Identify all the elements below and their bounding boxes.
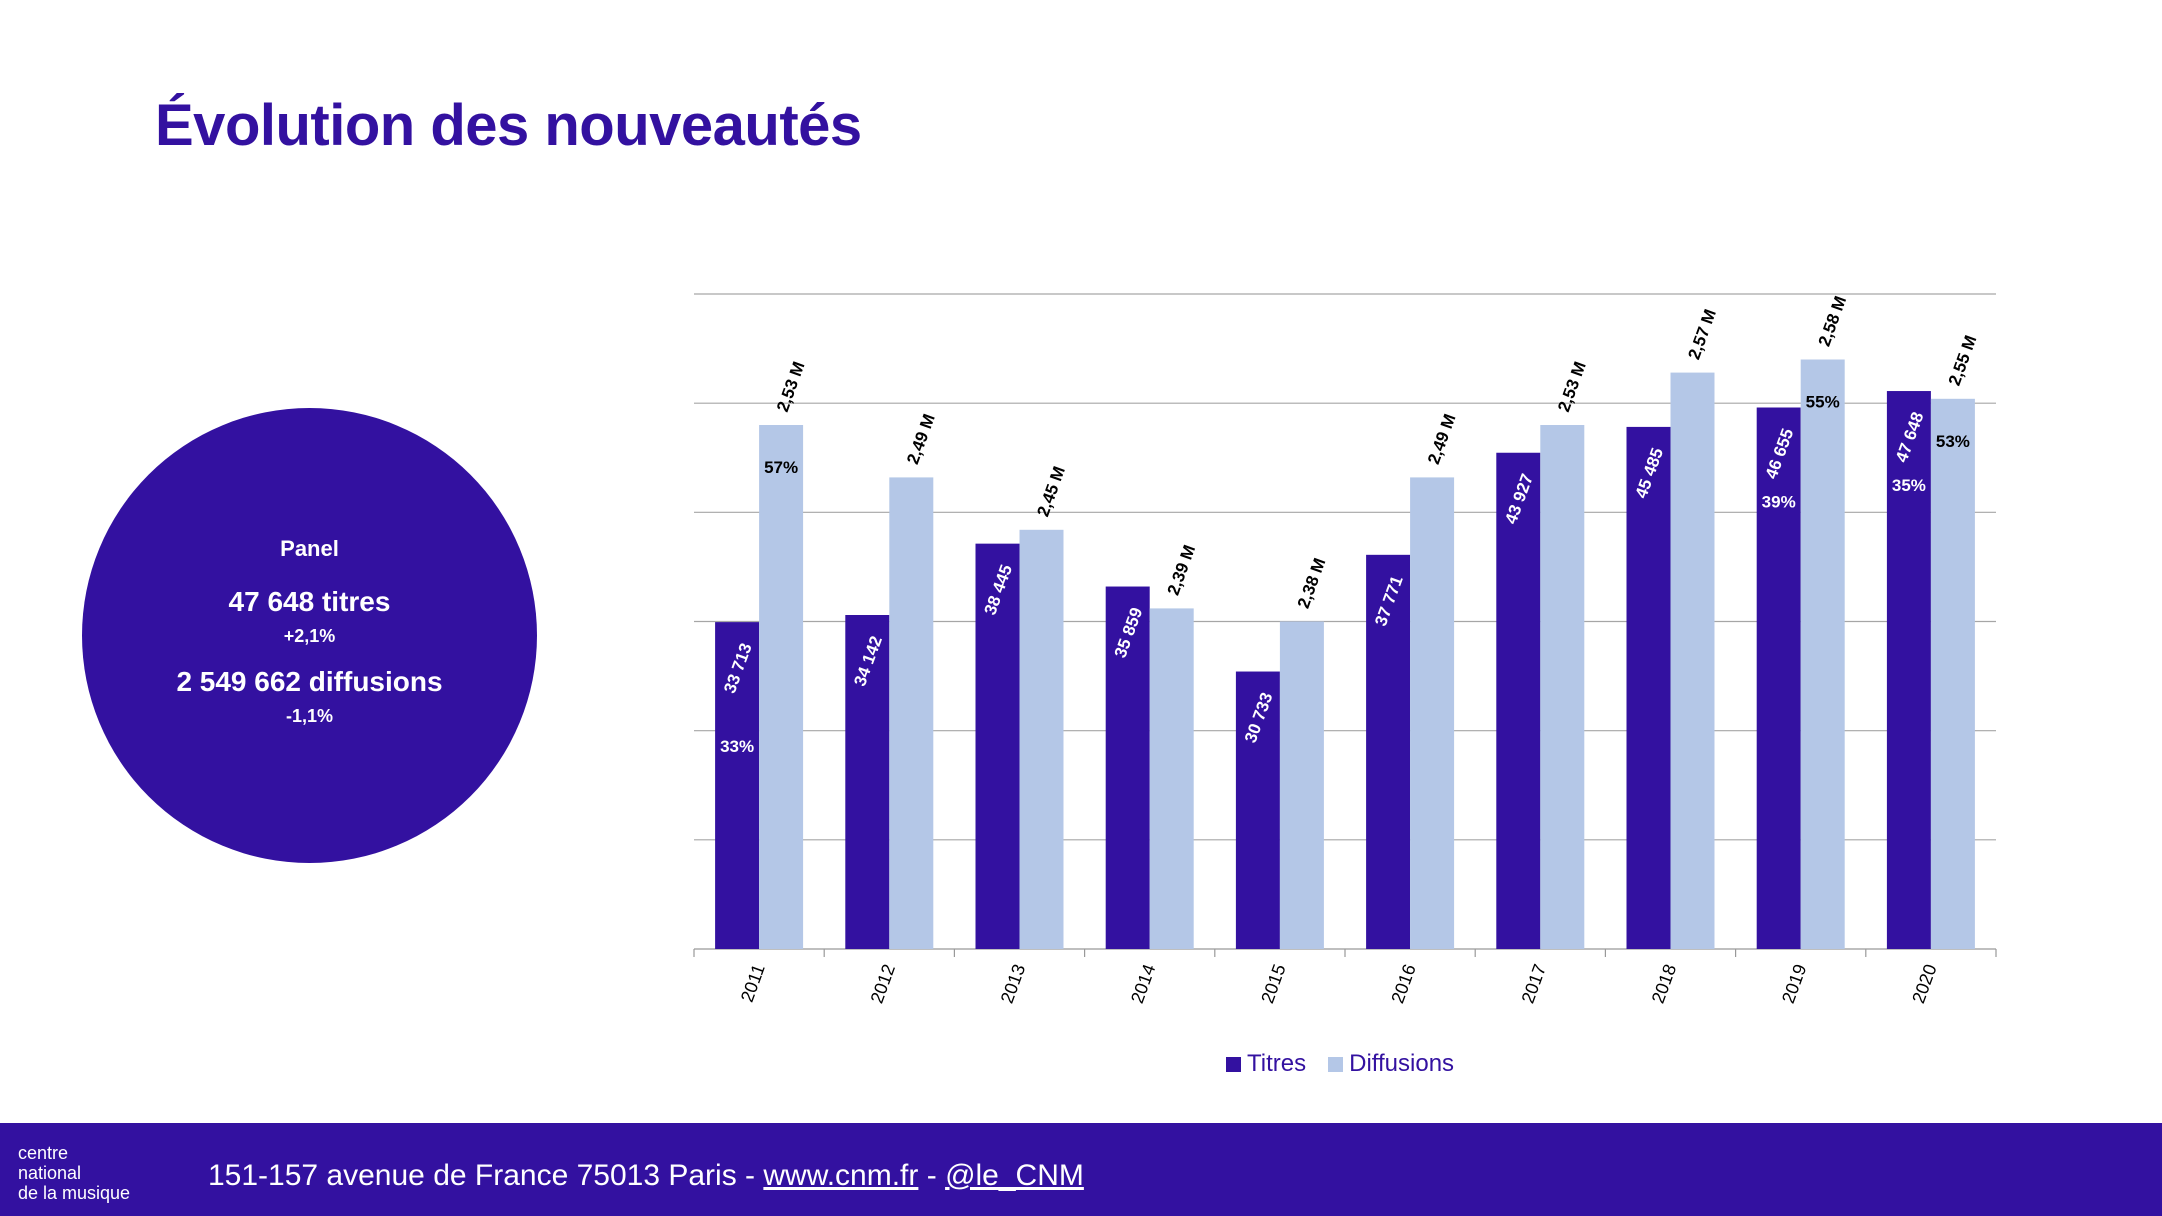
bar-diffusions-2018 xyxy=(1670,372,1715,950)
data-label-diffusions: 2,39 M xyxy=(1164,542,1200,597)
chart-legend: Titres Diffusions xyxy=(1226,1050,1454,1078)
bar-diffusions-2013 xyxy=(1019,529,1064,949)
address-text: 151-157 avenue de France 75013 Paris - xyxy=(208,1159,764,1192)
bar-diffusions-2020 xyxy=(1930,398,1975,949)
x-tick-label: 2017 xyxy=(1518,962,1550,1006)
bar-diffusions-2012 xyxy=(889,477,934,949)
share-label-titres: 39% xyxy=(1762,493,1796,512)
bar-titres-2017 xyxy=(1496,452,1541,949)
x-tick-label: 2011 xyxy=(737,962,769,1005)
panel-summary-circle: Panel 47 648 titres +2,1% 2 549 662 diff… xyxy=(82,408,537,863)
website-link[interactable]: www.cnm.fr xyxy=(763,1159,919,1192)
data-label-diffusions: 2,49 M xyxy=(1424,411,1460,466)
x-tick-label: 2012 xyxy=(867,962,899,1006)
bar-titres-2014 xyxy=(1105,586,1150,949)
x-tick-label: 2013 xyxy=(997,962,1029,1006)
data-label-diffusions: 2,49 M xyxy=(903,411,939,466)
legend-swatch-diffusions xyxy=(1328,1056,1344,1072)
logo-line-3: de la musique xyxy=(18,1183,131,1203)
share-label-titres: 35% xyxy=(1892,476,1926,495)
x-tick-label: 2020 xyxy=(1908,962,1940,1006)
data-label-diffusions: 2,55 M xyxy=(1945,333,1981,388)
x-tick-label: 2015 xyxy=(1257,962,1289,1006)
legend-swatch-titres xyxy=(1226,1056,1241,1072)
bar-titres-2020 xyxy=(1886,391,1931,949)
panel-label: Panel xyxy=(280,536,339,561)
bar-titres-2015 xyxy=(1235,671,1280,949)
bar-diffusions-2011 xyxy=(759,425,804,949)
panel-diffusions-change: -1,1% xyxy=(285,706,334,726)
data-label-diffusions: 2,58 M xyxy=(1815,294,1851,349)
bar-titres-2012 xyxy=(845,614,890,949)
legend-label-diffusions: Diffusions xyxy=(1349,1050,1455,1077)
data-label-diffusions: 2,53 M xyxy=(1554,359,1590,414)
data-label-diffusions: 2,38 M xyxy=(1294,556,1330,611)
footer-bar: centre national de la musique 151-157 av… xyxy=(0,1123,2162,1216)
panel-titres-change: +2,1% xyxy=(283,626,336,646)
bar-diffusions-2017 xyxy=(1540,425,1585,949)
page-title: Évolution des nouveautés xyxy=(155,93,862,158)
x-tick-label: 2016 xyxy=(1387,962,1419,1006)
bar-diffusions-2019 xyxy=(1800,359,1845,949)
panel-titres: 47 648 titres xyxy=(228,586,391,617)
footer-address: 151-157 avenue de France 75013 Paris - w… xyxy=(208,1159,1084,1193)
bar-titres-2016 xyxy=(1366,554,1411,949)
bar-diffusions-2014 xyxy=(1149,608,1194,949)
share-label-diffusions: 57% xyxy=(764,458,798,477)
bar-diffusions-2015 xyxy=(1279,621,1324,949)
x-tick-label: 2014 xyxy=(1127,962,1159,1006)
bar-titres-2018 xyxy=(1626,426,1671,949)
data-label-diffusions: 2,57 M xyxy=(1684,307,1720,362)
data-label-diffusions: 2,53 M xyxy=(773,359,809,414)
legend-label-titres: Titres xyxy=(1247,1050,1307,1077)
share-label-diffusions: 55% xyxy=(1806,393,1840,412)
data-label-diffusions: 2,45 M xyxy=(1033,464,1069,519)
x-tick-label: 2019 xyxy=(1778,962,1810,1006)
share-label-titres: 33% xyxy=(720,737,754,756)
x-tick-label: 2018 xyxy=(1648,962,1680,1006)
bar-diffusions-2016 xyxy=(1410,477,1455,949)
bar-titres-2019 xyxy=(1756,407,1801,949)
logo-line-2: national xyxy=(18,1163,82,1183)
bar-titres-2013 xyxy=(975,543,1020,949)
twitter-link[interactable]: @le_CNM xyxy=(945,1159,1084,1192)
bar-titres-2011 xyxy=(715,622,760,949)
share-label-diffusions: 53% xyxy=(1936,432,1970,451)
logo-line-1: centre xyxy=(18,1143,69,1163)
cnm-logo: centre national de la musique xyxy=(18,1143,130,1203)
legend-item-titres: Titres xyxy=(1226,1050,1306,1078)
legend-item-diffusions: Diffusions xyxy=(1328,1050,1454,1078)
footer-separator: - xyxy=(918,1159,946,1192)
panel-diffusions: 2 549 662 diffusions xyxy=(176,666,443,697)
